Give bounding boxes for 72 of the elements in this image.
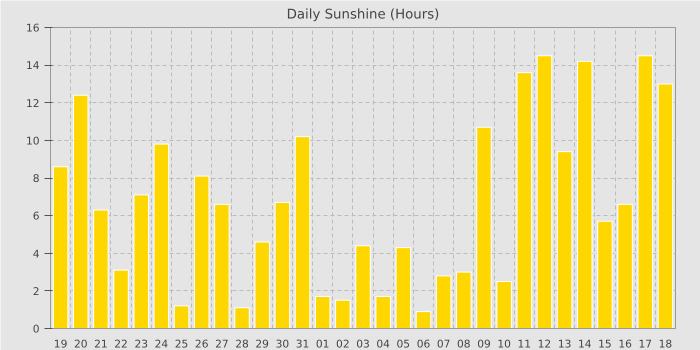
bar	[396, 247, 412, 328]
x-tick-label: 08	[457, 338, 471, 350]
x-tick-label: 30	[276, 338, 290, 350]
bar	[254, 241, 270, 328]
x-tick-label: 03	[356, 338, 370, 350]
x-tick-label: 18	[658, 338, 672, 350]
x-tick-label: 19	[54, 338, 68, 350]
bar	[335, 300, 351, 328]
bar	[72, 94, 88, 328]
bar	[375, 296, 391, 328]
x-tick-label: 31	[296, 338, 310, 350]
x-tick-label: 15	[598, 338, 612, 350]
bar	[516, 72, 532, 328]
y-tick-label: 4	[32, 247, 40, 260]
x-tick-label: 27	[215, 338, 229, 350]
x-tick-label: 02	[336, 338, 350, 350]
y-tick-label: 6	[32, 210, 40, 223]
bar	[294, 136, 310, 328]
bar	[577, 60, 593, 328]
x-tick-label: 23	[134, 338, 148, 350]
bar	[496, 280, 512, 328]
bar	[456, 272, 472, 328]
y-tick-label: 8	[32, 172, 40, 185]
x-tick-label: 10	[497, 338, 512, 350]
bar	[556, 151, 572, 328]
x-tick-label: 28	[235, 338, 250, 350]
bar	[234, 307, 250, 328]
y-tick-label: 14	[26, 59, 40, 72]
x-tick-label: 21	[94, 338, 108, 350]
x-tick-label: 14	[578, 338, 592, 350]
x-tick-label: 25	[174, 338, 188, 350]
x-tick-label: 06	[416, 338, 430, 350]
x-tick-label: 17	[638, 338, 652, 350]
bar	[536, 55, 552, 328]
bar	[154, 144, 170, 328]
x-tick-label: 12	[538, 338, 552, 350]
bar	[436, 275, 452, 328]
bar	[617, 204, 633, 328]
bar	[93, 209, 109, 328]
bar	[416, 311, 432, 328]
x-tick-label: 26	[194, 338, 209, 350]
x-tick-label: 05	[396, 338, 410, 350]
x-tick-label: 24	[154, 338, 168, 350]
y-tick-label: 10	[26, 134, 40, 148]
bar	[133, 194, 149, 328]
x-tick-label: 09	[477, 338, 491, 350]
chart-title: Daily Sunshine (Hours)	[286, 8, 440, 22]
x-tick-label: 22	[114, 338, 128, 350]
bar	[174, 305, 190, 328]
x-tick-label: 07	[436, 338, 450, 350]
x-tick-label: 04	[376, 338, 390, 350]
x-tick-label: 20	[74, 338, 88, 350]
bar	[314, 296, 330, 328]
y-tick-label: 2	[32, 284, 40, 298]
x-tick-label: 29	[255, 338, 270, 350]
y-tick-label: 16	[26, 22, 40, 34]
y-tick-label: 12	[26, 96, 40, 110]
bar	[476, 126, 492, 328]
x-tick-label: 01	[316, 338, 330, 350]
bar	[658, 83, 674, 328]
bar	[274, 202, 290, 328]
bar	[194, 176, 210, 328]
bar	[355, 245, 371, 328]
bar	[638, 55, 654, 328]
bar	[597, 220, 613, 328]
bar	[52, 166, 68, 328]
x-tick-label: 11	[518, 338, 532, 350]
bar	[214, 204, 230, 328]
y-tick-label: 0	[32, 322, 40, 336]
bar	[113, 270, 129, 328]
x-tick-label: 13	[558, 338, 572, 350]
x-tick-label: 16	[618, 338, 632, 350]
